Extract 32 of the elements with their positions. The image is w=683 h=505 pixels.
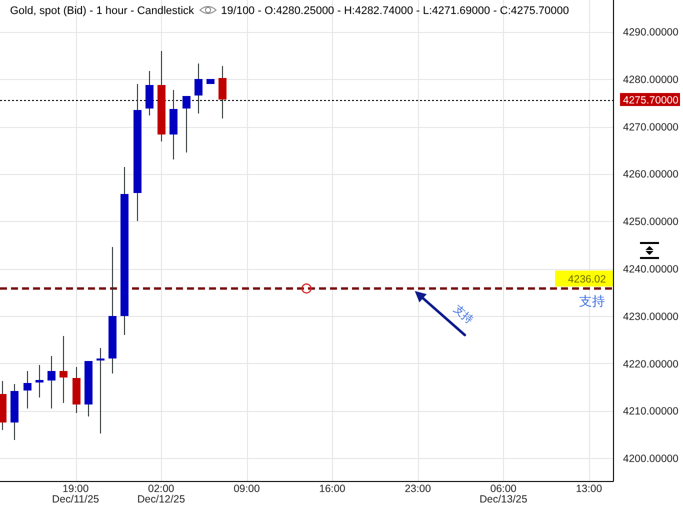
- candlestick: [60, 335, 68, 404]
- y-tick-label: 4280.00000: [623, 74, 679, 86]
- y-tick-label: 4220.00000: [623, 358, 679, 370]
- y-tick-label: 4260.00000: [623, 168, 679, 181]
- x-tick-label: 09:00: [234, 483, 260, 495]
- ref-line-label: 4236.02: [568, 274, 606, 286]
- candlestick: [218, 66, 226, 120]
- x-tick-label: 06:00 Dec/13/25: [479, 483, 528, 505]
- y-tick-label: 4240.00000: [623, 263, 679, 276]
- annotation: 支持: [450, 302, 476, 326]
- y-tick-label: 4230.00000: [623, 310, 679, 323]
- chart-title: Gold, spot (Bid) - 1 hour - Candlestick: [10, 5, 195, 17]
- x-tick-label: 02:00 Dec/12/25: [137, 483, 186, 505]
- annotation: 支持: [579, 294, 606, 309]
- candlestick: [96, 347, 104, 434]
- y-tick-label: 4200.00000: [623, 453, 679, 466]
- x-tick-label: 13:00: [576, 483, 602, 495]
- y-tick-label: 4270.00000: [623, 121, 679, 134]
- candlestick: [36, 364, 44, 398]
- y-tick-label: 4250.00000: [623, 216, 679, 228]
- candlestick: [48, 355, 56, 409]
- y-tick-label: 4290.00000: [623, 26, 679, 39]
- chart-subtitle: 19/100 - O:4280.25000 - H:4282.74000 - L:4271.69000 - C:4275.70000: [221, 5, 570, 17]
- candlestick: [24, 370, 32, 409]
- x-tick-label: 19:00 Dec/11/25: [52, 483, 100, 505]
- x-tick-label: 23:00: [404, 483, 432, 495]
- y-tick-label: 4210.00000: [623, 406, 679, 418]
- candlestick: [194, 63, 202, 114]
- ref-line-label: 4275.70000: [623, 94, 679, 106]
- candlestick: [146, 70, 154, 116]
- x-tick-label: 16:00: [319, 483, 346, 495]
- candlestick: [182, 96, 190, 154]
